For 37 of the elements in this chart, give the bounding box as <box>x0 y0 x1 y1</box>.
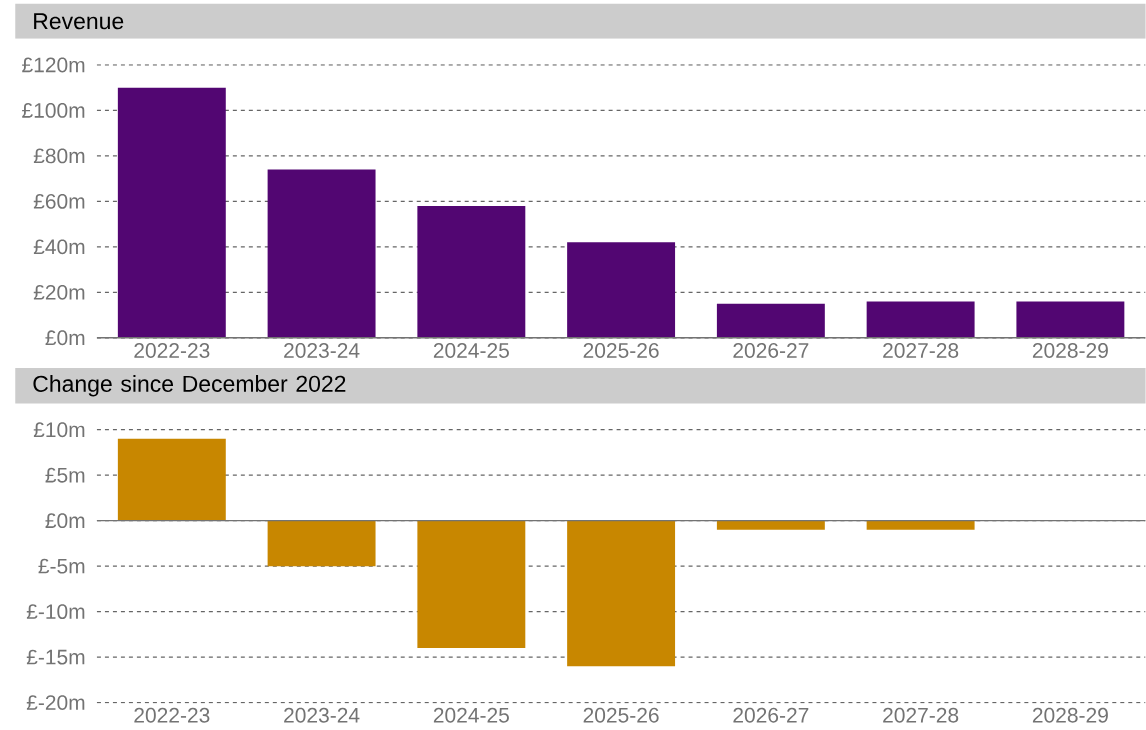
x-tick-label: 2026-27 <box>733 707 809 723</box>
x-tick-label: 2025-26 <box>583 707 659 723</box>
bar <box>117 87 226 338</box>
chart-title: Revenue <box>34 13 124 30</box>
y-tick-label: £80m <box>33 148 85 164</box>
y-tick-label: £5m <box>45 467 85 483</box>
bar <box>267 169 376 338</box>
bar <box>567 242 676 338</box>
y-tick-label: £120m <box>22 57 85 73</box>
x-tick-label: 2023-24 <box>284 707 360 723</box>
x-tick-label: 2028-29 <box>1032 343 1108 359</box>
x-tick-label: 2022-23 <box>134 343 210 359</box>
y-tick-label: £-5m <box>38 558 85 574</box>
bar <box>417 206 526 338</box>
y-tick-label: £40m <box>33 239 85 255</box>
y-tick-label: £-10m <box>26 604 85 620</box>
y-tick-label: £-15m <box>26 649 85 665</box>
y-tick-label: £0m <box>45 330 85 346</box>
bar <box>1016 301 1125 338</box>
bar <box>866 301 975 338</box>
x-tick-label: 2024-25 <box>433 343 509 359</box>
y-tick-label: £60m <box>33 194 85 209</box>
chart-title: Change since December 2022 <box>33 375 346 397</box>
x-tick-label: 2027-28 <box>883 707 959 723</box>
x-tick-label: 2024-25 <box>433 707 509 723</box>
x-tick-label: 2025-26 <box>583 343 659 359</box>
y-tick-label: £0m <box>45 513 85 529</box>
x-tick-label: 2026-27 <box>733 343 809 359</box>
x-tick-label: 2023-24 <box>284 343 360 359</box>
y-tick-label: £100m <box>22 103 85 119</box>
x-tick-label: 2027-28 <box>883 343 959 359</box>
y-tick-label: £-20m <box>26 695 85 711</box>
bar <box>716 303 825 338</box>
x-tick-label: 2022-23 <box>134 707 210 723</box>
y-tick-label: £20m <box>33 285 85 300</box>
x-tick-label: 2028-29 <box>1032 707 1108 723</box>
y-tick-label: £10m <box>33 422 85 438</box>
